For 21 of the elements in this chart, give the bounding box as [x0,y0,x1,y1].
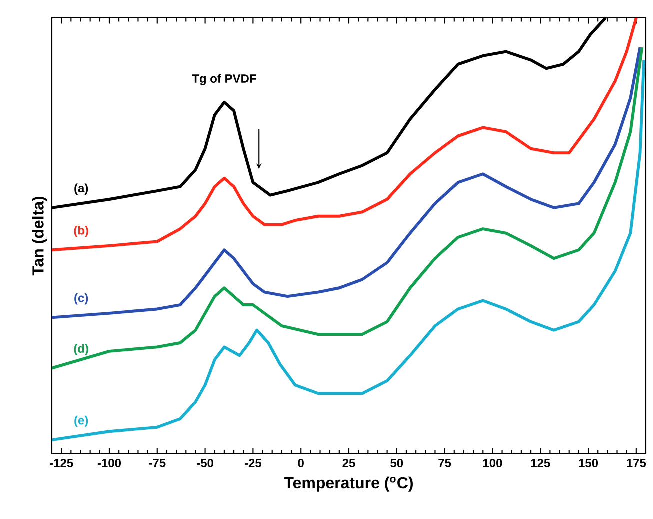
x-tick-label: 50 [390,458,404,468]
y-axis-title: Tan (delta) [32,196,48,276]
x-tick-label: 125 [531,458,550,468]
x-tick-label: -75 [149,458,166,468]
x-tick-label: 100 [483,458,502,468]
series-label: (c) [74,294,88,305]
x-axis-title: Temperature ($^{o}$C) [284,476,413,492]
series-label: (e) [74,416,88,428]
x-tick-label: -50 [197,458,214,468]
x-tick-label: 175 [627,458,646,468]
x-tick-label: -25 [244,458,262,468]
x-tick-label: 75 [438,458,452,468]
series-label: (b) [74,226,88,238]
series-label: (a) [74,184,88,195]
x-tick-label: 150 [579,458,598,468]
annotation: Tg of PVDF [192,74,256,86]
x-tick-label: -125 [50,458,74,468]
x-tick-label: 0 [298,458,304,468]
series-label: (d) [74,344,88,356]
x-tick-label: 25 [342,458,356,468]
x-tick-label: -100 [98,458,122,468]
